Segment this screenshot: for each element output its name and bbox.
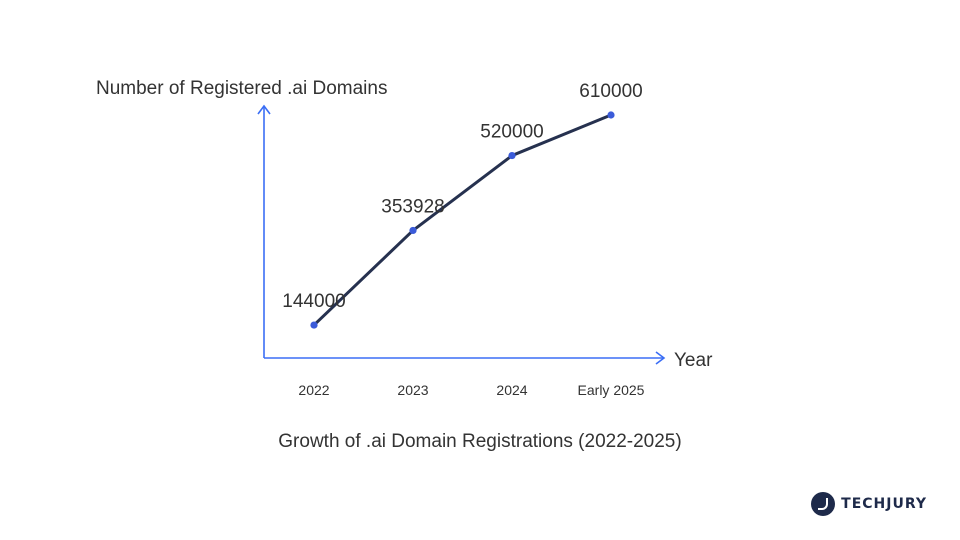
y-axis-label: Number of Registered .ai Domains bbox=[96, 78, 387, 99]
x-tick-label: 2023 bbox=[397, 382, 428, 398]
series-line bbox=[312, 113, 613, 327]
data-point bbox=[310, 321, 318, 329]
x-tick-label: 2022 bbox=[298, 382, 329, 398]
data-label: 520000 bbox=[480, 122, 543, 143]
data-point bbox=[607, 111, 615, 119]
x-tick-label: 2024 bbox=[496, 382, 527, 398]
y-axis-arrow bbox=[257, 104, 271, 115]
x-axis-label: Year bbox=[674, 350, 713, 371]
techjury-logo: TECHJURY bbox=[811, 492, 927, 516]
brand-name: TECHJURY bbox=[841, 496, 927, 512]
data-label: 144000 bbox=[282, 291, 345, 312]
chart-title: Growth of .ai Domain Registrations (2022… bbox=[278, 431, 681, 452]
x-axis-arrow bbox=[655, 351, 666, 365]
data-point bbox=[409, 226, 417, 235]
techjury-logo-icon bbox=[811, 492, 836, 516]
data-label: 353928 bbox=[381, 196, 444, 217]
data-label: 610000 bbox=[579, 81, 642, 102]
data-point bbox=[508, 151, 516, 160]
x-tick-label: Early 2025 bbox=[578, 382, 645, 398]
